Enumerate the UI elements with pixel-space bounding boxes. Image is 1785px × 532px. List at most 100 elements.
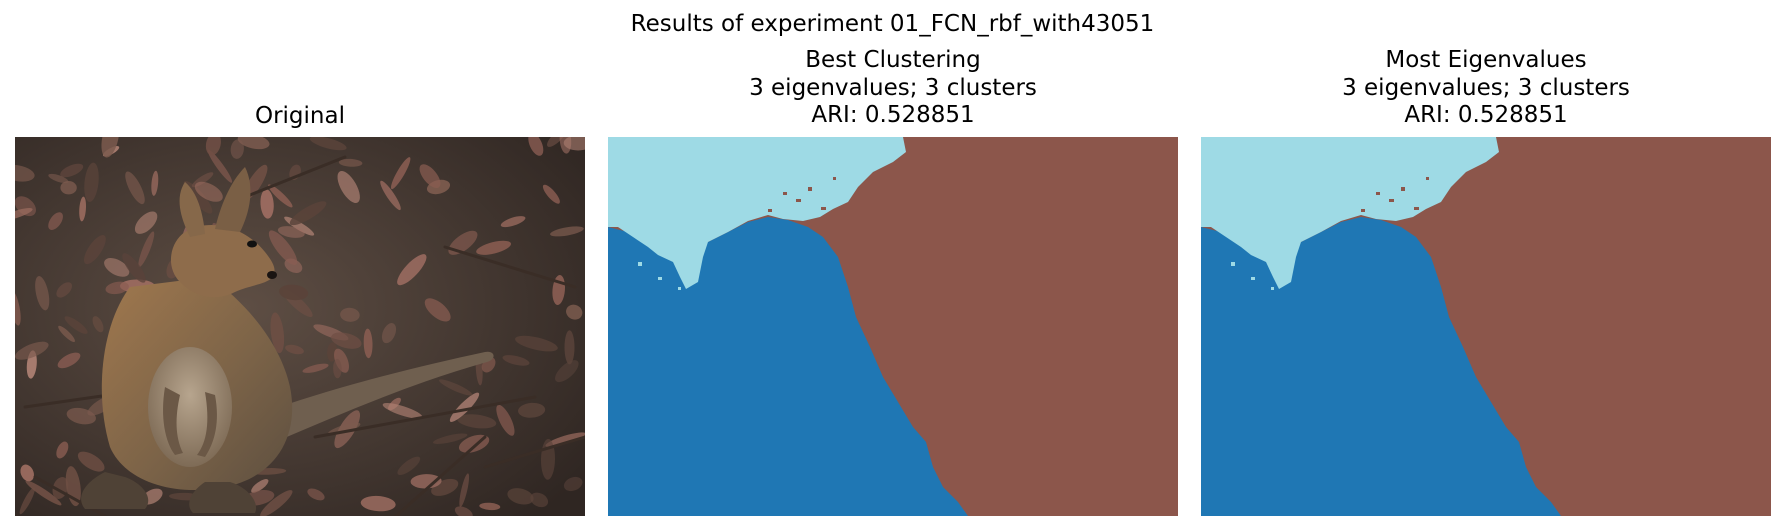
segmentation-map-best: [608, 137, 1178, 516]
leaf: [307, 488, 325, 501]
leaf: [15, 341, 49, 360]
panel-title-original: Original: [15, 103, 585, 131]
leaf: [77, 451, 105, 472]
cluster-speckle-light-blue: [1231, 247, 1292, 290]
leaf: [207, 149, 233, 183]
leaf: [564, 330, 575, 365]
panel-title-line: Best Clustering: [805, 47, 981, 73]
leaf: [309, 137, 347, 151]
leaf: [20, 464, 34, 482]
leaf: [15, 164, 35, 182]
leaf: [528, 137, 544, 156]
leaf: [285, 344, 304, 355]
cluster-region-blue: [608, 217, 968, 516]
wallaby-photo-illustration: [15, 137, 585, 516]
leaf: [432, 433, 468, 444]
leaf: [380, 180, 401, 211]
leaf: [502, 355, 530, 366]
leaf: [545, 432, 585, 447]
cluster-speckle-brown: [768, 177, 836, 212]
figure-title: Results of experiment 01_FCN_rbf_with430…: [630, 11, 1155, 37]
leaf: [60, 163, 84, 178]
leaf: [563, 137, 585, 151]
leaf: [138, 231, 155, 267]
leaf: [449, 392, 480, 422]
leaf: [237, 137, 270, 150]
leaf: [15, 290, 21, 326]
leaf: [530, 492, 549, 508]
leaf: [15, 208, 33, 221]
leaf: [279, 284, 309, 301]
leaf: [390, 157, 411, 190]
cluster-speckle-brown: [1361, 177, 1429, 212]
leaf: [289, 201, 327, 226]
panel-title-best-clustering: Best Clustering 3 eigenvalues; 3 cluster…: [608, 47, 1178, 130]
leaf: [60, 180, 77, 195]
leaf: [122, 253, 146, 283]
leaf: [547, 137, 566, 147]
panel-title-line: 3 eigenvalues; 3 clusters: [1342, 74, 1630, 101]
leaf: [19, 487, 35, 515]
leaf: [56, 441, 69, 459]
leaf: [58, 325, 75, 343]
leaf: [270, 312, 285, 354]
panel-title-most-eigenvalues: Most Eigenvalues 3 eigenvalues; 3 cluste…: [1201, 47, 1771, 130]
leaf: [48, 173, 69, 184]
panel-title-line: ARI: 0.528851: [811, 102, 975, 128]
leaf: [101, 137, 120, 158]
leaf: [542, 184, 560, 204]
leaf: [205, 137, 221, 156]
leaf: [457, 414, 497, 429]
leaf: [454, 506, 473, 516]
panel-title-line: ARI: 0.528851: [1404, 102, 1568, 128]
leaf: [507, 488, 534, 505]
leaf: [563, 476, 583, 492]
leaf: [337, 171, 360, 203]
leaf: [397, 456, 421, 475]
leaf: [66, 407, 96, 425]
leaf: [518, 402, 546, 418]
leaf: [83, 235, 106, 265]
leaf: [338, 158, 363, 167]
leaf: [515, 335, 558, 352]
leaf: [500, 216, 526, 228]
leaf: [382, 402, 423, 419]
leaf: [260, 189, 274, 219]
best-clustering-map: [608, 137, 1178, 516]
leaf: [439, 379, 473, 396]
leaf: [251, 479, 269, 493]
panel-title-line: Original: [254, 103, 345, 129]
leaf: [79, 196, 87, 222]
original-photo: [15, 137, 585, 516]
leaf: [230, 139, 244, 159]
leaf: [340, 307, 360, 322]
cluster-region-light-blue: [608, 137, 906, 289]
leaf: [260, 490, 293, 516]
leaf: [104, 258, 130, 277]
leaf: [360, 495, 396, 512]
leaf: [84, 162, 99, 203]
segmentation-map-most-eigenvalues: [1201, 137, 1771, 516]
leaf: [302, 363, 329, 373]
most-eigenvalues-map: [1201, 137, 1771, 516]
leaf: [151, 170, 159, 196]
cluster-speckle-light-blue: [638, 247, 699, 290]
leaf: [48, 212, 63, 230]
leaf: [268, 230, 298, 265]
leaf: [125, 171, 145, 205]
leaf: [35, 276, 50, 311]
leaf: [566, 304, 583, 320]
leaf: [555, 360, 579, 383]
panel-title-line: Most Eigenvalues: [1385, 47, 1587, 73]
leaf: [25, 480, 62, 506]
leaf: [57, 352, 81, 369]
leaf: [459, 473, 470, 508]
leaf: [479, 502, 501, 511]
leaf: [333, 358, 342, 379]
leaf: [419, 164, 441, 189]
leaf: [410, 474, 442, 489]
cluster-region-blue: [1201, 217, 1561, 516]
leaf: [424, 298, 451, 322]
leaf: [476, 240, 512, 255]
leaf: [363, 328, 373, 359]
